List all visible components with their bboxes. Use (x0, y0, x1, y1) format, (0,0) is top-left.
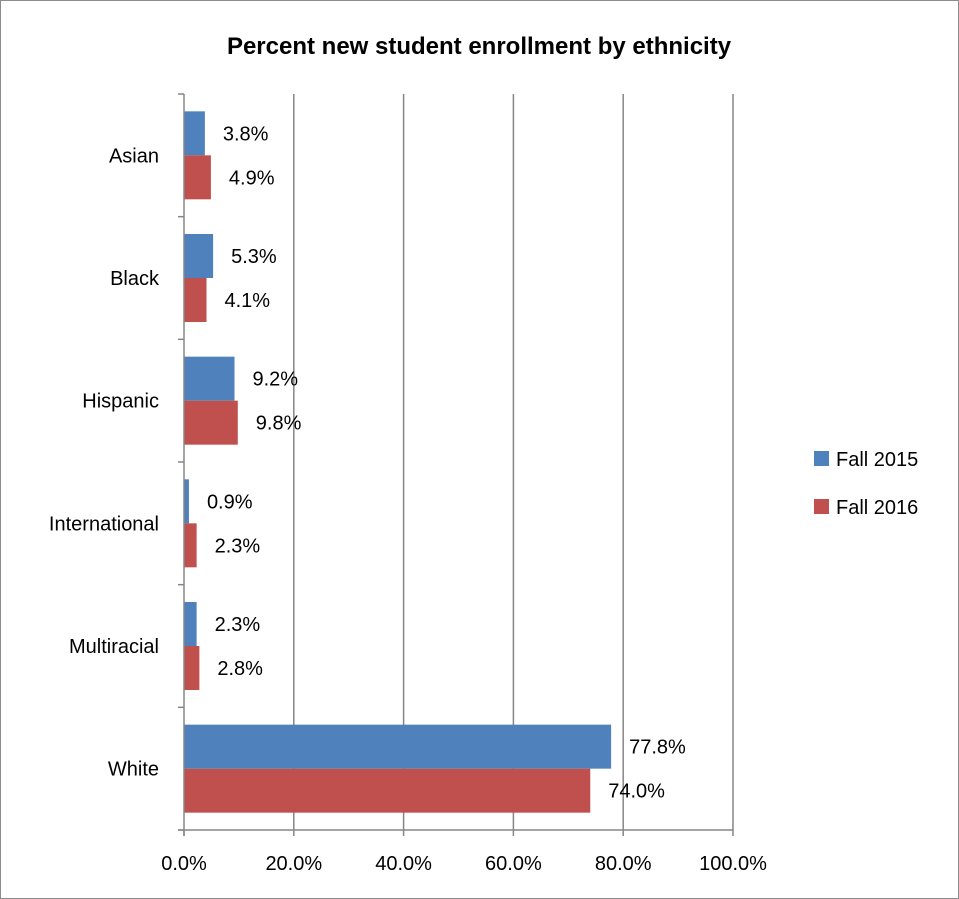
bar-international-fall-2015 (184, 479, 189, 524)
bar-asian-fall-2016 (184, 155, 211, 200)
data-label: 4.1% (225, 290, 271, 312)
bar-black-fall-2015 (184, 234, 214, 278)
x-tick-label: 40.0% (375, 853, 432, 875)
x-tick-label: 60.0% (485, 853, 542, 875)
data-label: 9.8% (256, 413, 302, 435)
data-label: 2.3% (215, 535, 261, 557)
data-label: 0.9% (207, 491, 253, 513)
bar-multiracial-fall-2016 (184, 646, 200, 690)
gridlines (293, 94, 734, 830)
x-tick-label: 0.0% (161, 853, 207, 875)
legend: Fall 2015 Fall 2016 (814, 449, 918, 519)
data-label: 3.8% (223, 123, 269, 145)
x-tick-label: 100.0% (699, 853, 767, 875)
bar-hispanic-fall-2016 (184, 400, 238, 445)
category-label-white: White (108, 759, 159, 781)
bar-white-fall-2015 (184, 724, 612, 769)
data-label: 2.3% (215, 614, 261, 636)
category-label-international: International (49, 513, 159, 535)
data-label: 4.9% (229, 167, 275, 189)
legend-swatch-fall-2016 (814, 499, 829, 514)
category-label-hispanic: Hispanic (82, 391, 159, 413)
axes: Asian Black Hispanic International Multiraci… (49, 93, 767, 875)
bar-white-fall-2016 (184, 768, 591, 813)
data-label: 2.8% (217, 658, 263, 680)
x-tick-label: 80.0% (595, 853, 652, 875)
legend-swatch-fall-2015 (814, 451, 829, 466)
data-label: 5.3% (231, 246, 277, 268)
legend-label: Fall 2016 (836, 497, 918, 519)
bars (184, 111, 612, 813)
chart-title: Percent new student enrollment by ethnic… (227, 33, 732, 60)
data-label: 77.8% (629, 737, 686, 759)
data-labels: 3.8% 4.9% 5.3% 4.1% 9.2% 9.8% 0.9% 2.3% 2.3% 2.8%… (207, 123, 686, 802)
x-tick-label: 20.0% (265, 853, 322, 875)
bar-black-fall-2016 (184, 278, 207, 322)
bar-international-fall-2016 (184, 523, 197, 568)
legend-label: Fall 2015 (836, 449, 918, 471)
bar-hispanic-fall-2015 (184, 356, 235, 401)
bar-asian-fall-2015 (184, 111, 205, 156)
category-label-multiracial: Multiracial (69, 636, 159, 658)
data-label: 74.0% (608, 781, 665, 803)
category-label-asian: Asian (109, 145, 159, 167)
data-label: 9.2% (253, 369, 299, 391)
category-label-black: Black (110, 268, 160, 290)
bar-multiracial-fall-2015 (184, 602, 197, 646)
